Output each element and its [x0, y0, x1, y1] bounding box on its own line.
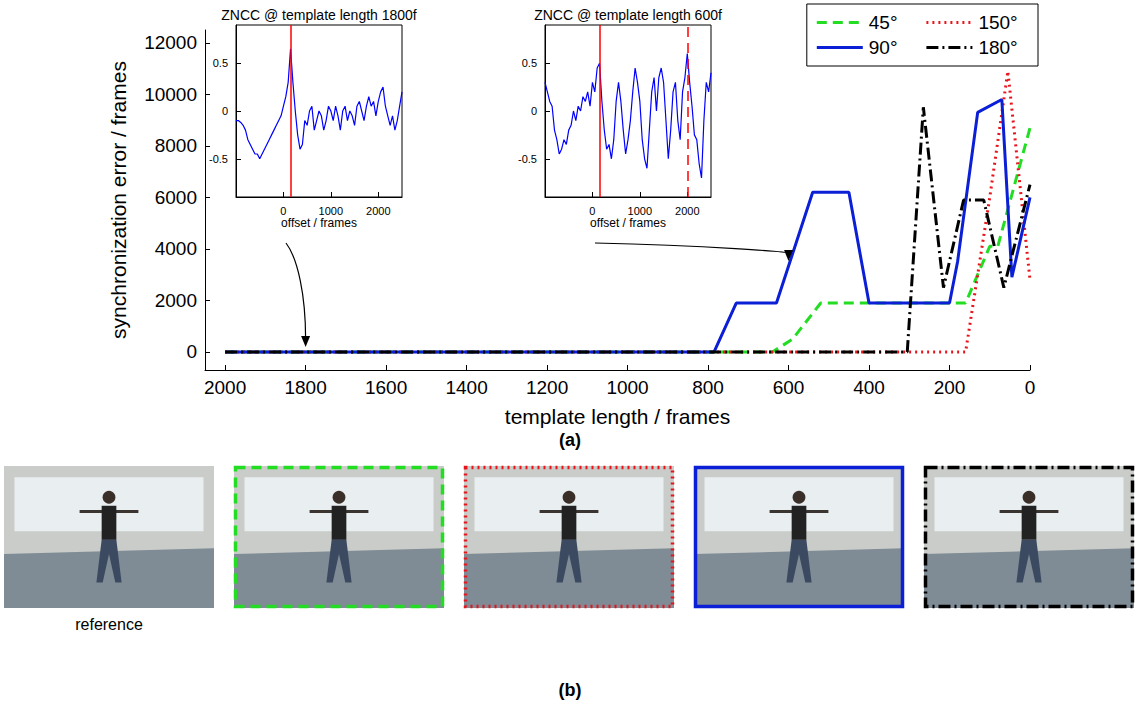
svg-text:90°: 90° — [869, 37, 898, 58]
svg-text:0.5: 0.5 — [522, 57, 537, 69]
svg-text:2000: 2000 — [204, 377, 246, 398]
svg-text:-0.5: -0.5 — [518, 153, 537, 165]
svg-text:1600: 1600 — [365, 377, 407, 398]
svg-text:synchronization error / frames: synchronization error / frames — [107, 61, 130, 339]
svg-text:1000: 1000 — [606, 377, 648, 398]
svg-text:6000: 6000 — [155, 187, 197, 208]
svg-text:10000: 10000 — [144, 84, 197, 105]
svg-text:600: 600 — [773, 377, 805, 398]
svg-text:200: 200 — [934, 377, 966, 398]
svg-text:1800: 1800 — [284, 377, 326, 398]
svg-text:0: 0 — [1025, 377, 1036, 398]
svg-text:template length / frames: template length / frames — [505, 405, 730, 428]
svg-text:150°: 150° — [978, 12, 1017, 33]
svg-text:0: 0 — [186, 341, 197, 362]
svg-text:0: 0 — [280, 205, 286, 217]
svg-text:1000: 1000 — [319, 205, 343, 217]
svg-text:8000: 8000 — [155, 135, 197, 156]
svg-text:2000: 2000 — [675, 205, 699, 217]
svg-text:ZNCC @ template length 600f: ZNCC @ template length 600f — [534, 7, 722, 23]
svg-text:(b): (b) — [559, 680, 582, 700]
svg-text:2000: 2000 — [155, 290, 197, 311]
svg-text:-0.5: -0.5 — [209, 153, 228, 165]
svg-text:0.5: 0.5 — [213, 57, 228, 69]
svg-text:12000: 12000 — [144, 32, 197, 53]
svg-text:reference: reference — [75, 616, 143, 633]
svg-text:(a): (a) — [559, 430, 581, 450]
svg-text:45°: 45° — [869, 12, 898, 33]
svg-text:1400: 1400 — [445, 377, 487, 398]
svg-text:ZNCC @ template length 1800f: ZNCC @ template length 1800f — [221, 7, 417, 23]
svg-text:400: 400 — [853, 377, 885, 398]
svg-text:0: 0 — [222, 105, 228, 117]
svg-text:0: 0 — [589, 205, 595, 217]
svg-text:2000: 2000 — [366, 205, 390, 217]
svg-text:offset / frames: offset / frames — [590, 216, 666, 230]
svg-text:800: 800 — [692, 377, 724, 398]
svg-text:0: 0 — [531, 105, 537, 117]
svg-text:offset / frames: offset / frames — [281, 216, 357, 230]
svg-text:4000: 4000 — [155, 238, 197, 259]
svg-text:1000: 1000 — [628, 205, 652, 217]
svg-text:180°: 180° — [978, 37, 1017, 58]
svg-text:1200: 1200 — [526, 377, 568, 398]
